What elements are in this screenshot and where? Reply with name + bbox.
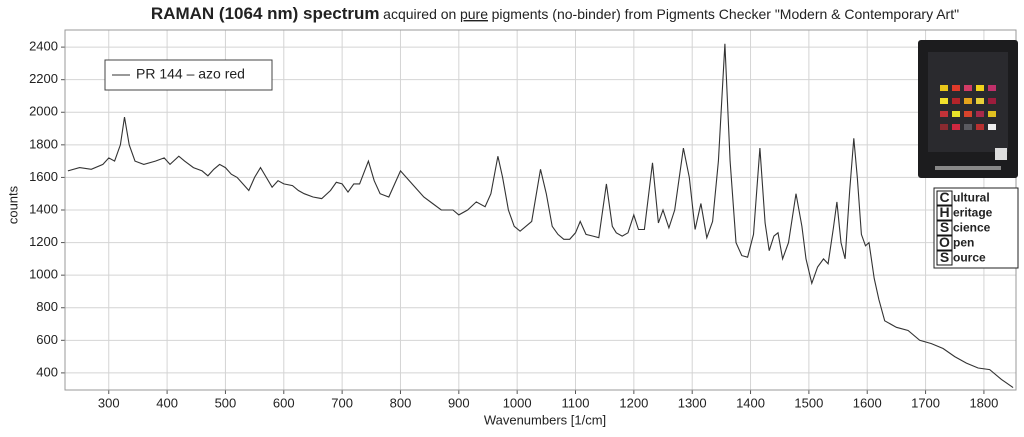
legend-label: PR 144 – azo red [136,66,245,82]
x-tick-label: 1200 [619,395,648,410]
x-tick-label: 1700 [911,395,940,410]
logo-letter-box [936,205,953,221]
x-tick-label: 800 [390,395,412,410]
logo-letter: C [939,189,949,205]
x-tick-label: 500 [215,395,237,410]
logo-word: eritage [953,206,993,220]
y-tick-label: 1000 [29,267,58,282]
y-tick-label: 2400 [29,39,58,54]
logo-word: pen [953,236,974,250]
logo-letter-box [936,190,953,206]
spectrum-line [67,43,1014,389]
y-tick-label: 1400 [29,201,58,216]
x-tick-label: 1300 [678,395,707,410]
x-tick-label: 700 [331,395,353,410]
logo-word: cience [953,221,991,235]
logo-letter-box [936,250,953,266]
logo-word: ource [953,251,986,265]
y-tick-label: 1600 [29,169,58,184]
x-tick-label: 1800 [969,395,998,410]
x-tick-label: 1500 [794,395,823,410]
x-tick-label: 600 [273,395,295,410]
title-main: RAMAN (1064 nm) spectrum [151,4,380,23]
y-tick-label: 800 [36,299,58,314]
logo-word: ultural [953,191,990,205]
x-tick-label: 1600 [853,395,882,410]
title-part: acquired on [383,6,456,22]
logo-letter: S [940,249,949,265]
x-tick-label: 1100 [562,395,590,410]
y-tick-label: 2000 [29,104,58,119]
y-axis-label: counts [5,185,20,224]
y-tick-label: 600 [36,332,58,347]
x-tick-label: 300 [98,395,120,410]
logo-letter-box [936,235,953,251]
x-tick-label: 1400 [736,395,765,410]
logo-letter-box [936,220,953,236]
logo-letter: S [940,219,949,235]
logo-letter: O [939,234,950,250]
title-part: pure [460,6,488,22]
y-tick-label: 400 [36,364,58,379]
y-tick-label: 1200 [29,234,58,249]
x-tick-label: 900 [448,395,470,410]
y-tick-label: 1800 [29,136,58,151]
x-axis-label: Wavenumbers [1/cm] [484,412,606,427]
x-tick-label: 400 [156,395,178,410]
logo-letter: H [939,204,949,220]
title-part: pigments (no-binder) from Pigments Check… [492,6,959,22]
chart-title: RAMAN (1064 nm) spectrum acquired on pur… [151,4,959,23]
x-tick-label: 1000 [503,395,532,410]
legend-box [104,59,273,91]
pigment-checker-photo [918,40,1018,178]
y-tick-label: 2200 [29,71,58,86]
